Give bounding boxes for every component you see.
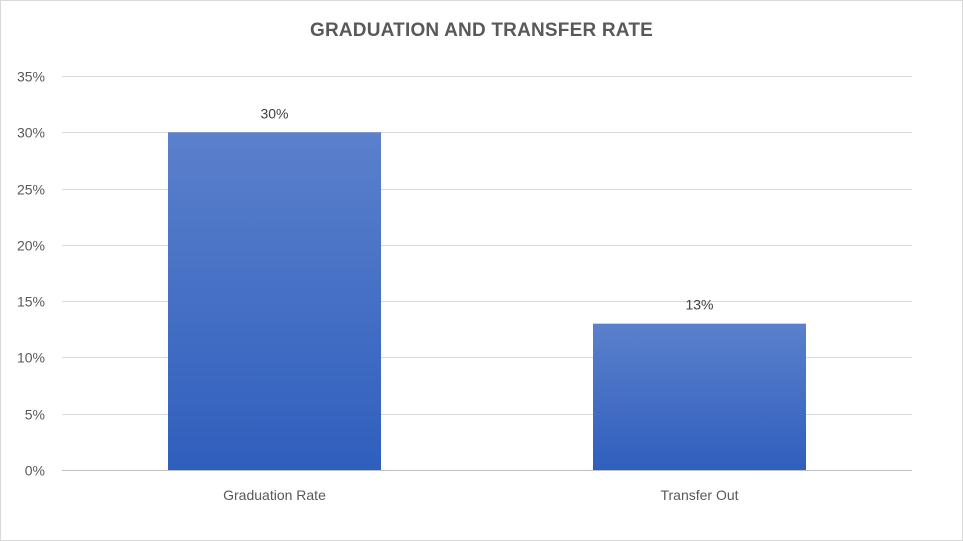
data-label: 13% [685,297,713,313]
labels: 0% 5% 10% 15% 20% 25% 30% 35% 30% Graduation Rate… [17,69,739,504]
x-tick-label: Graduation Rate [223,487,326,503]
y-tick-label: 35% [17,69,45,85]
y-tick-label: 5% [25,407,45,423]
chart-title: GRADUATION AND TRANSFER RATE [309,20,653,41]
y-tick-label: 25% [17,182,45,198]
y-tick-label: 20% [17,238,45,254]
bar [168,132,381,471]
y-tick-label: 15% [17,294,45,310]
bar [593,323,806,470]
data-label: 30% [260,105,288,121]
y-tick-label: 10% [17,350,45,366]
x-tick-label: Transfer Out [660,487,738,503]
y-tick-label: 0% [25,463,45,479]
bars [168,132,806,471]
y-tick-label: 30% [17,125,45,141]
